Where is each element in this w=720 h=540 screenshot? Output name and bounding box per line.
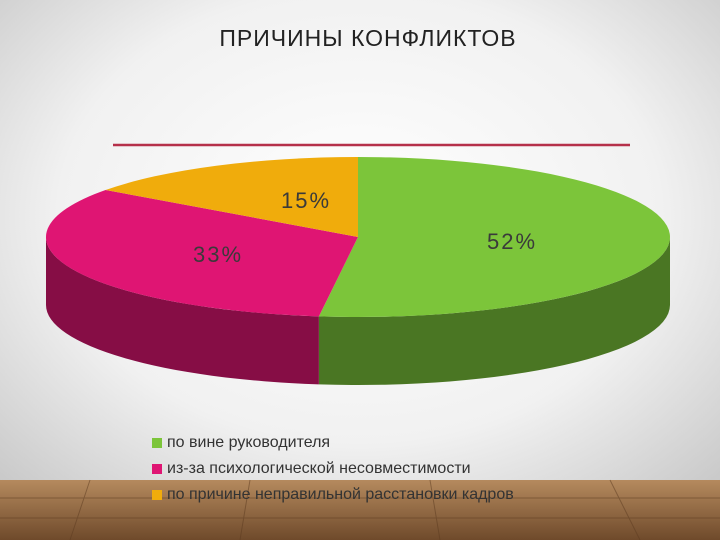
- legend-swatch: [152, 464, 162, 474]
- legend-label: по вине руководителя: [167, 434, 330, 451]
- pie-slice-side: [46, 237, 319, 385]
- legend-label: по причине неправильной расстановки кадр…: [167, 486, 514, 503]
- legend-swatch: [152, 490, 162, 500]
- data-label: 15%: [281, 188, 331, 213]
- legend-label: из-за психологической несовместимости: [167, 460, 471, 477]
- data-label: 52%: [487, 229, 537, 254]
- chart-title: ПРИЧИНЫ КОНФЛИКТОВ: [219, 25, 516, 51]
- data-label: 33%: [193, 242, 243, 267]
- pie-slice-side: [318, 237, 670, 385]
- pie-slice: [105, 157, 358, 237]
- floor: [0, 480, 720, 540]
- pie-slice: [45, 189, 358, 317]
- pie-slice: [318, 157, 670, 317]
- legend-swatch: [152, 438, 162, 448]
- floor-planks: [0, 479, 720, 540]
